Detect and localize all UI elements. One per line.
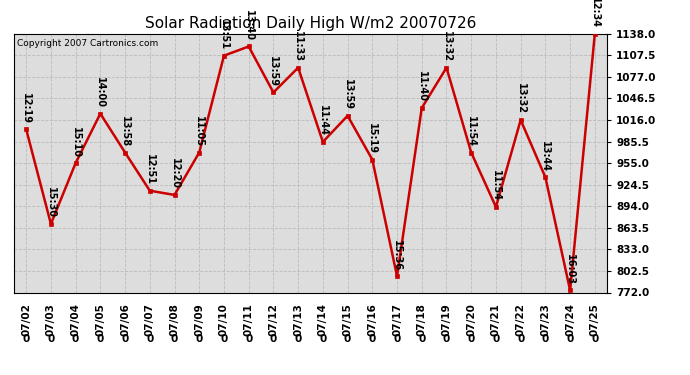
Text: 07/12: 07/12 [268,303,278,336]
Text: 13:59: 13:59 [268,56,278,87]
Text: 07/04: 07/04 [70,303,81,336]
Text: 12:51: 12:51 [145,154,155,185]
Text: 0: 0 [47,334,55,344]
Text: 07/06: 07/06 [120,303,130,336]
Text: 0: 0 [418,334,426,344]
Text: 15:10: 15:10 [70,127,81,158]
Text: 0: 0 [245,334,253,344]
Text: 07/09: 07/09 [195,303,204,336]
Text: 0: 0 [146,334,153,344]
Text: 0: 0 [468,334,475,344]
Text: 07/02: 07/02 [21,303,31,336]
Text: 15:36: 15:36 [392,240,402,271]
Text: 15:30: 15:30 [46,188,56,218]
Text: 07/07: 07/07 [145,303,155,336]
Text: 0: 0 [591,334,598,344]
Text: 0: 0 [295,334,302,344]
Text: 11:05: 11:05 [195,116,204,147]
Text: 07/20: 07/20 [466,303,476,336]
Text: 11:54: 11:54 [491,170,501,201]
Text: 07/11: 07/11 [244,303,254,336]
Text: 07/18: 07/18 [417,303,426,336]
Text: 11:44: 11:44 [318,105,328,136]
Text: 13:58: 13:58 [120,116,130,147]
Text: 13:32: 13:32 [515,84,526,114]
Text: 07/25: 07/25 [590,303,600,336]
Text: 12:19: 12:19 [21,93,31,124]
Text: 07/19: 07/19 [442,303,451,336]
Text: 13:59: 13:59 [343,79,353,110]
Text: 13:51: 13:51 [219,19,229,50]
Text: 0: 0 [393,334,401,344]
Text: 07/24: 07/24 [565,303,575,336]
Text: 0: 0 [97,334,104,344]
Text: 07/03: 07/03 [46,303,56,336]
Text: 0: 0 [542,334,549,344]
Text: 0: 0 [195,334,203,344]
Text: 11:33: 11:33 [293,31,303,62]
Text: 07/23: 07/23 [540,303,551,336]
Text: 12:20: 12:20 [170,158,179,189]
Title: Solar Radiation Daily High W/m2 20070726: Solar Radiation Daily High W/m2 20070726 [145,16,476,31]
Text: 07/17: 07/17 [392,303,402,336]
Text: 07/21: 07/21 [491,303,501,336]
Text: 0: 0 [121,334,129,344]
Text: 0: 0 [368,334,376,344]
Text: 15:19: 15:19 [367,123,377,154]
Text: 11:40: 11:40 [417,71,426,102]
Text: 12:34: 12:34 [590,0,600,28]
Text: 0: 0 [270,334,277,344]
Text: 0: 0 [492,334,500,344]
Text: 07/14: 07/14 [318,303,328,336]
Text: Copyright 2007 Cartronics.com: Copyright 2007 Cartronics.com [17,39,158,48]
Text: 0: 0 [171,334,178,344]
Text: 0: 0 [517,334,524,344]
Text: 0: 0 [344,334,351,344]
Text: 0: 0 [23,334,30,344]
Text: 0: 0 [319,334,326,344]
Text: 16:03: 16:03 [565,254,575,285]
Text: 0: 0 [220,334,228,344]
Text: 13:44: 13:44 [540,141,551,172]
Text: 0: 0 [72,334,79,344]
Text: 13:32: 13:32 [442,31,451,62]
Text: 0: 0 [443,334,450,344]
Text: 14:00: 14:00 [95,77,106,108]
Text: 13:40: 13:40 [244,10,254,41]
Text: 07/16: 07/16 [367,303,377,336]
Text: 07/22: 07/22 [515,303,526,336]
Text: 07/15: 07/15 [343,303,353,336]
Text: 07/05: 07/05 [95,303,106,336]
Text: 0: 0 [566,334,574,344]
Text: 11:54: 11:54 [466,116,476,147]
Text: 07/08: 07/08 [170,303,179,336]
Text: 07/13: 07/13 [293,303,303,336]
Text: 07/10: 07/10 [219,303,229,336]
